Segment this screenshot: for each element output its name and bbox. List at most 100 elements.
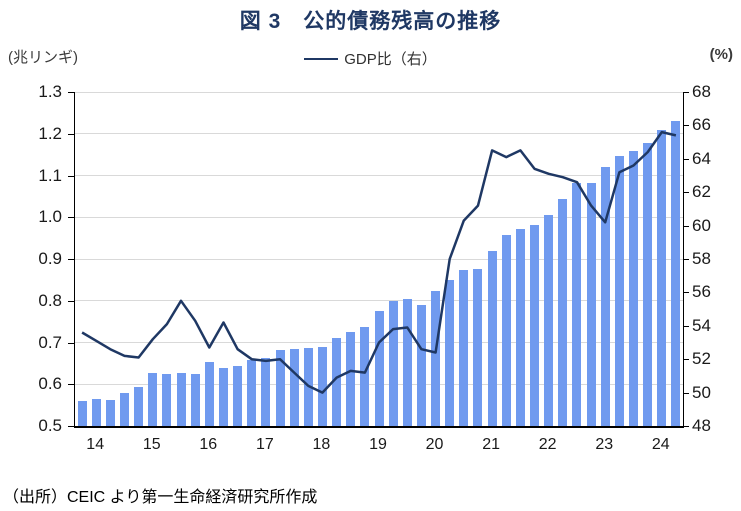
right-axis-tick-label: 54 [692, 315, 711, 335]
bar [218, 367, 228, 426]
bar [105, 399, 115, 426]
bar [614, 156, 624, 426]
right-axis-tick-label: 62 [692, 182, 711, 202]
x-axis-year-label: 15 [142, 436, 161, 453]
legend: GDP比（右） [0, 48, 741, 69]
right-axis-tick-label: 50 [692, 382, 711, 402]
x-axis-year-label: 19 [369, 436, 387, 453]
bar [346, 332, 356, 426]
x-axis-year-label: 20 [425, 436, 444, 453]
x-axis-year-label: 18 [312, 436, 331, 453]
bar [77, 400, 87, 426]
bar [162, 374, 172, 426]
gridline [75, 175, 683, 176]
bar [530, 225, 540, 426]
bar [134, 387, 144, 426]
bar [402, 298, 412, 426]
right-axis-tick-label: 64 [692, 148, 711, 168]
left-axis-tick-label: 0.6 [38, 374, 62, 394]
left-axis-tick-label: 1.2 [38, 123, 62, 143]
bar [317, 346, 327, 426]
bar [600, 167, 610, 426]
right-axis-tickmark [683, 125, 689, 127]
bar [261, 357, 271, 426]
bar [388, 301, 398, 426]
legend-line-sample-icon [304, 57, 339, 60]
bar [119, 392, 129, 426]
bar [91, 398, 101, 426]
left-axis-tick-label: 1.3 [38, 82, 62, 101]
bar [233, 365, 243, 426]
left-axis-tickmark [68, 342, 74, 344]
left-axis-tick-label: 0.8 [38, 290, 62, 310]
bar [572, 183, 582, 426]
bar [204, 362, 214, 426]
left-axis-tick-label: 1.0 [38, 207, 62, 227]
left-axis-tickmark [68, 92, 74, 93]
left-axis-tickmark [68, 384, 74, 386]
right-axis-tickmark [683, 158, 689, 160]
bar [374, 311, 384, 426]
left-axis-tick-label: 0.9 [38, 249, 62, 268]
left-axis-tickmark [68, 175, 74, 177]
bar [445, 279, 455, 426]
bar [629, 150, 638, 426]
gridline [75, 258, 683, 260]
bar [275, 350, 285, 426]
gdp-ratio-line [81, 130, 677, 394]
x-axis-year-label: 22 [538, 436, 557, 453]
legend-label: GDP比（右） [344, 51, 437, 68]
right-axis-tick-label: 52 [692, 349, 711, 369]
right-axis-tickmark [683, 325, 689, 327]
gridline [75, 133, 683, 135]
bar [289, 348, 299, 426]
bar [148, 373, 158, 426]
bar [416, 304, 426, 426]
bar [431, 291, 441, 426]
left-axis-tick-label: 0.5 [38, 416, 62, 435]
left-axis-tickmark [68, 259, 74, 260]
bar [487, 251, 497, 426]
bar [360, 327, 370, 426]
bar [544, 215, 554, 426]
chart-title: 図 3 公的債務残高の推移 [239, 10, 502, 33]
right-axis-tick-label: 58 [692, 249, 711, 268]
right-axis-tick-label: 56 [692, 282, 711, 302]
bar [190, 374, 200, 426]
plot-area [74, 91, 684, 428]
source-note: （出所）CEIC より第一生命経済研究所作成 [3, 489, 318, 506]
bar [586, 183, 596, 426]
right-axis-tickmark [683, 359, 689, 361]
gridline [75, 216, 683, 218]
gdp-ratio-polyline [81, 130, 677, 394]
left-axis-tick-label: 0.7 [38, 332, 62, 352]
bar [671, 120, 681, 426]
bar [558, 198, 568, 426]
right-axis-tick-label: 48 [692, 416, 711, 435]
left-axis-tickmark [68, 426, 74, 427]
left-axis-tickmark [68, 300, 74, 302]
x-axis-year-label: 23 [595, 436, 614, 453]
left-axis-tick-label: 1.1 [38, 165, 62, 185]
left-axis-unit: (兆リンギ) [8, 49, 78, 66]
right-axis-tick-label: 68 [692, 82, 711, 101]
right-axis-tickmark [683, 259, 689, 260]
right-axis-tickmark [683, 92, 689, 93]
right-axis-tickmark [683, 426, 689, 427]
bar [643, 142, 653, 426]
bar [332, 337, 342, 426]
gridline [75, 91, 683, 93]
bar [459, 269, 469, 426]
bar [176, 372, 186, 426]
x-axis-year-label: 16 [199, 436, 218, 453]
right-axis-tick-label: 60 [692, 215, 711, 235]
x-axis-year-label: 14 [86, 436, 105, 453]
x-axis-year-label: 21 [482, 436, 500, 453]
right-axis-tickmark [683, 192, 689, 194]
x-axis-year-label: 24 [651, 436, 670, 453]
bar [473, 268, 483, 426]
right-axis-tickmark [683, 392, 689, 394]
bar [515, 229, 525, 426]
left-axis-tickmark [68, 133, 74, 135]
right-axis-tick-label: 66 [692, 115, 711, 135]
